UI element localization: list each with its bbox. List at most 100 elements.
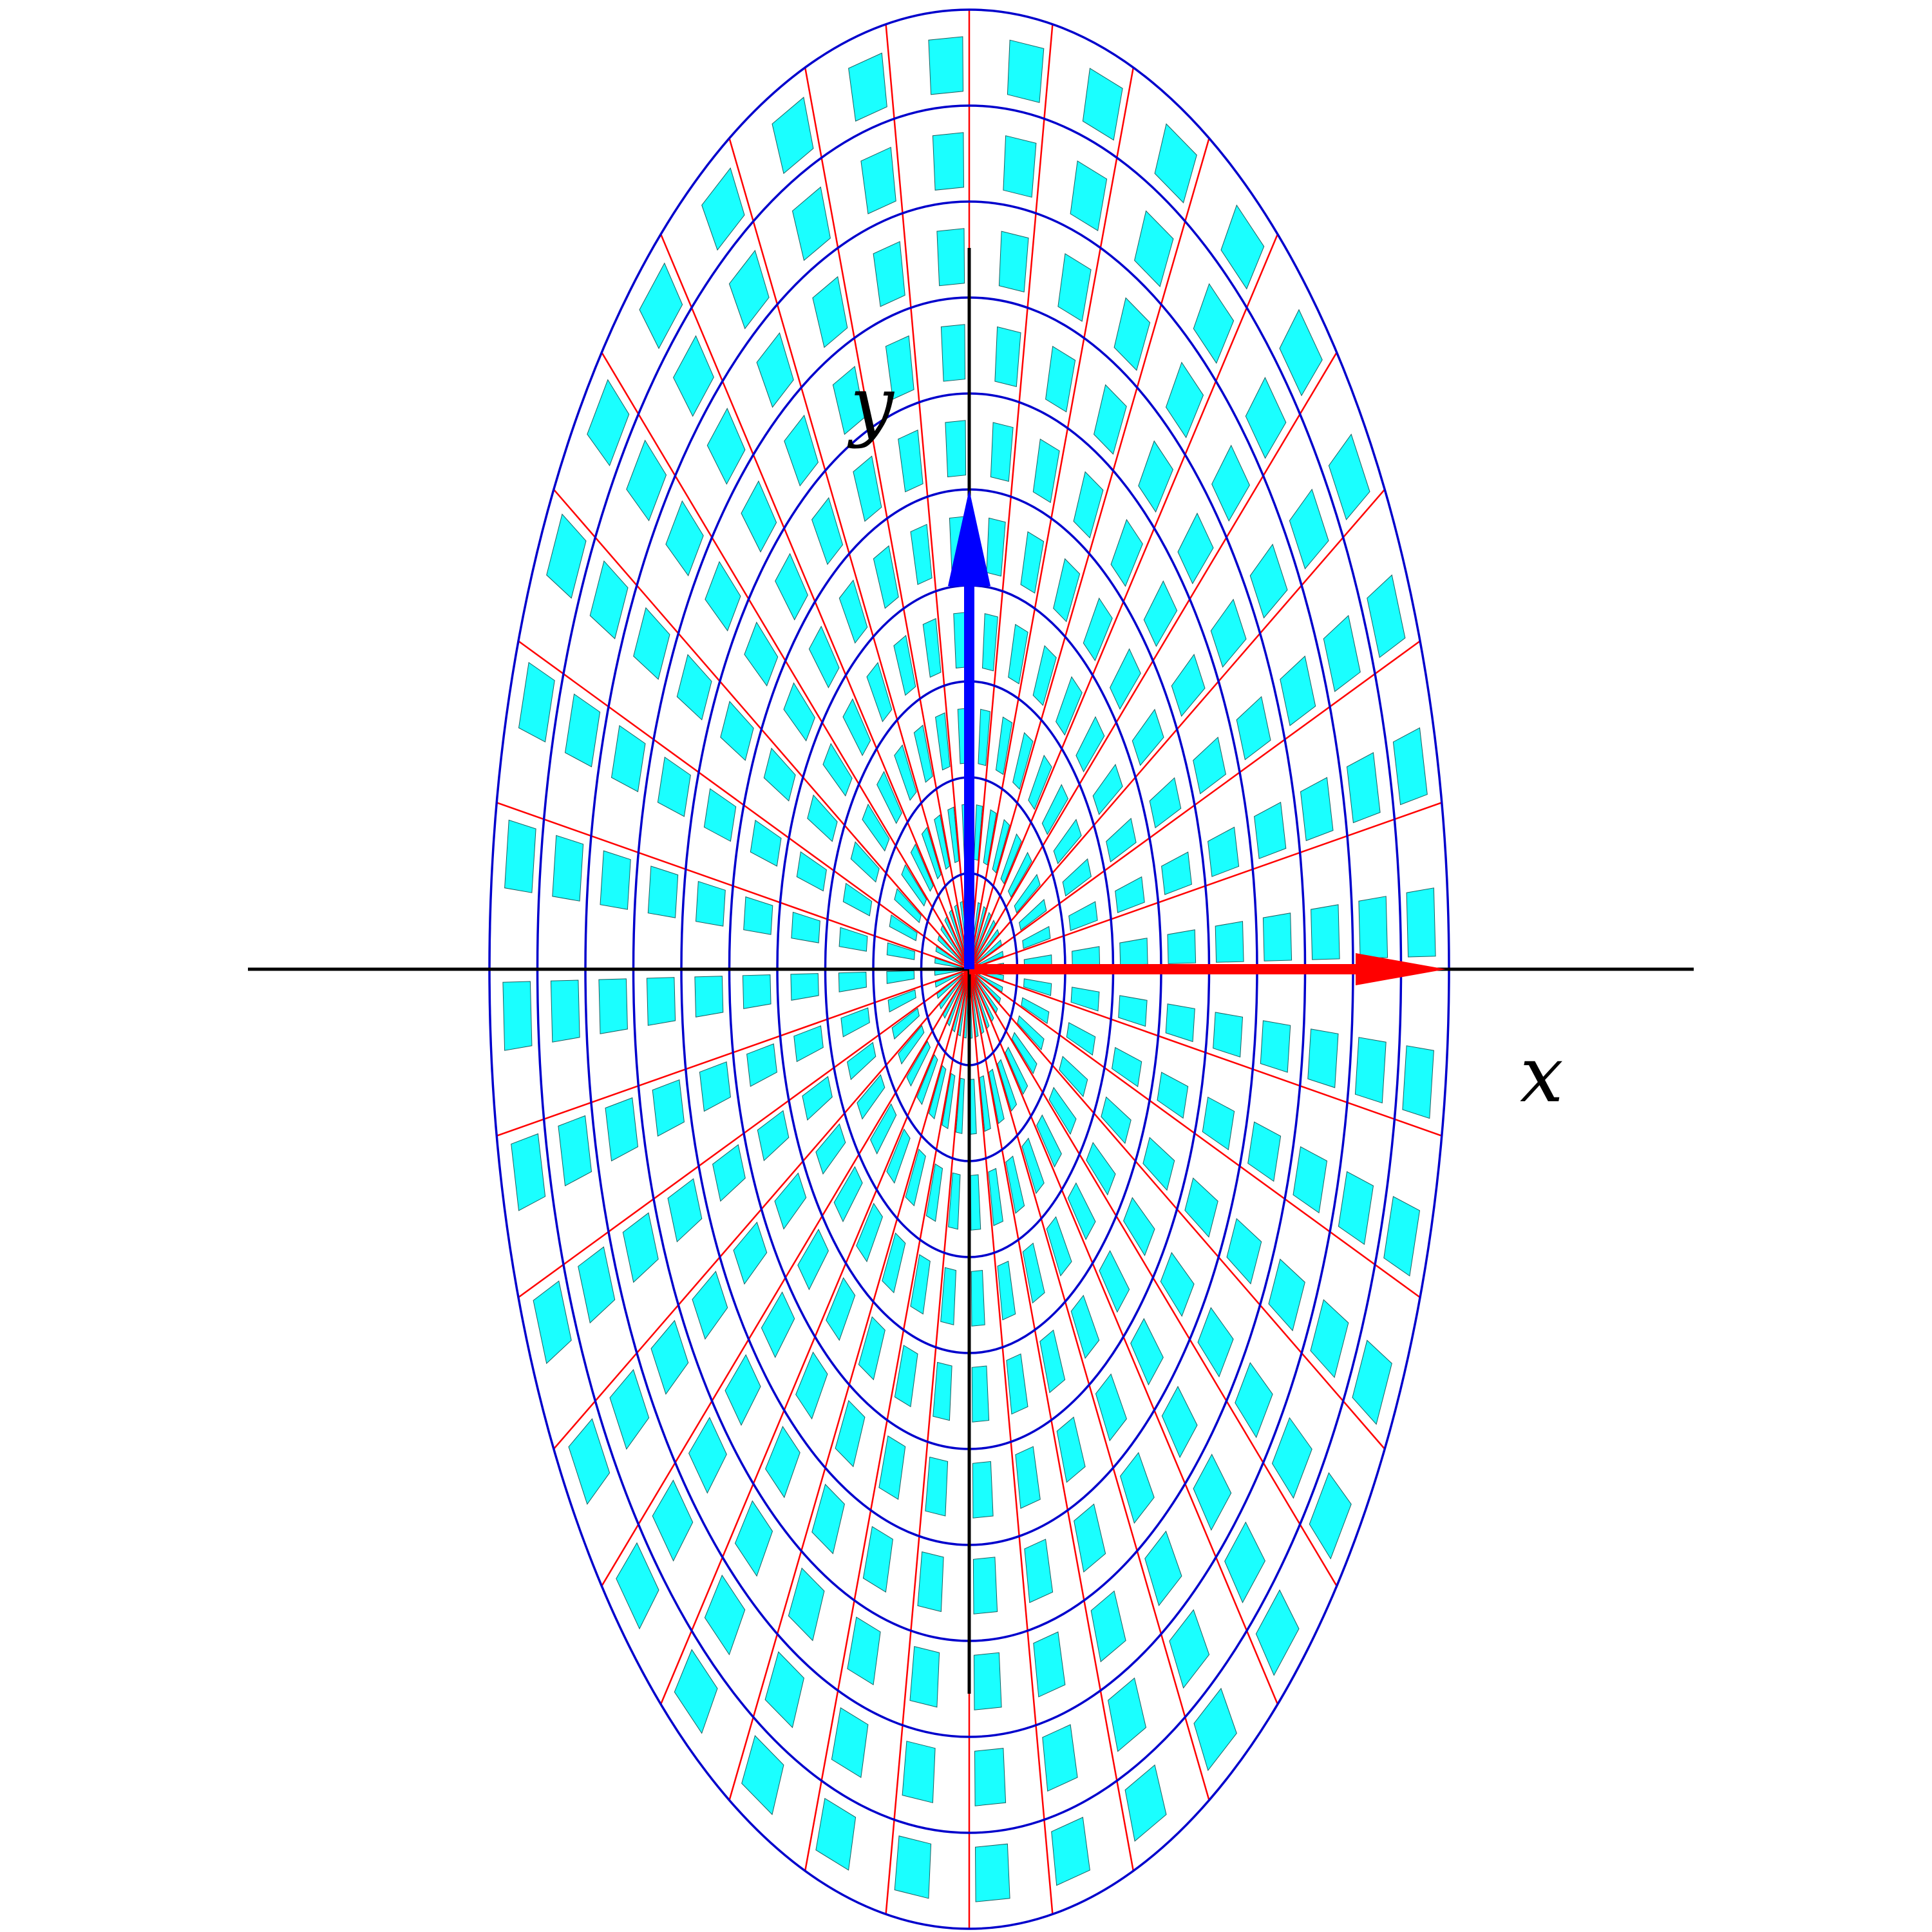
grid-cell	[667, 1178, 703, 1243]
grid-cell	[609, 1368, 650, 1450]
grid-cell	[917, 1551, 944, 1613]
grid-cell	[1154, 123, 1197, 204]
grid-cell	[712, 1144, 746, 1202]
grid-cell	[741, 480, 777, 553]
grid-cell	[970, 1174, 981, 1231]
grid-cell	[1143, 580, 1178, 647]
grid-cell	[1051, 1817, 1090, 1886]
grid-cell	[886, 970, 915, 984]
grid-cell	[1310, 1299, 1349, 1378]
grid-cell	[1161, 851, 1192, 895]
grid-cell	[886, 942, 915, 960]
grid-cell	[692, 1271, 728, 1340]
grid-cell	[1280, 655, 1316, 726]
grid-cell	[1042, 1724, 1078, 1792]
grid-cell	[724, 1354, 761, 1426]
grid-cell	[935, 712, 951, 771]
grid-cell	[969, 1079, 977, 1135]
grid-cell	[665, 500, 704, 576]
grid-cell	[626, 439, 667, 522]
grid-cell	[1099, 1250, 1130, 1313]
grid-cell	[932, 132, 965, 191]
grid-cell	[847, 1041, 876, 1081]
grid-cell	[972, 1557, 998, 1615]
grid-cell	[1006, 1353, 1028, 1415]
grid-cell	[720, 701, 754, 761]
grid-cell	[733, 1221, 768, 1285]
grid-cell	[1346, 752, 1381, 824]
grid-cell	[1149, 777, 1182, 829]
grid-cell	[796, 851, 827, 892]
grid-cell	[866, 661, 893, 723]
grid-cell	[1167, 929, 1197, 964]
grid-cell	[764, 1651, 804, 1728]
grid-cell	[763, 747, 796, 802]
grid-cell	[994, 326, 1021, 388]
grid-cell	[905, 1148, 926, 1207]
grid-cell	[1160, 1252, 1195, 1317]
grid-cell	[1120, 1452, 1155, 1524]
grid-cell	[775, 553, 808, 621]
grid-cell	[646, 977, 676, 1026]
grid-cell	[1112, 1046, 1142, 1088]
grid-cell	[887, 989, 916, 1013]
grid-cell	[756, 332, 794, 408]
grid-cell	[772, 97, 814, 175]
grid-cell	[974, 1843, 1010, 1902]
grid-cell	[1048, 1086, 1077, 1135]
grid-cell	[1014, 873, 1041, 914]
grid-cell	[1165, 361, 1204, 439]
grid-cell	[1142, 1137, 1175, 1191]
grid-cell	[856, 1202, 883, 1263]
grid-cell	[990, 422, 1014, 482]
grid-cell	[1235, 1362, 1273, 1439]
grid-cell	[802, 1075, 833, 1121]
grid-cell	[1300, 777, 1334, 842]
grid-cell	[873, 545, 899, 609]
grid-cell	[633, 607, 670, 680]
grid-cell	[1271, 1417, 1312, 1499]
x-basis-arrow	[969, 953, 1446, 985]
grid-cell	[840, 1007, 870, 1037]
grid-cell	[1092, 764, 1123, 815]
y-basis-arrow	[948, 489, 990, 969]
grid-cell	[910, 1254, 931, 1315]
grid-cell	[973, 804, 983, 861]
grid-cell	[741, 1735, 784, 1815]
grid-cell	[652, 1479, 694, 1562]
grid-cell	[894, 1345, 918, 1408]
x-axis-label: x	[1520, 1030, 1564, 1120]
grid-cell	[891, 1007, 920, 1040]
grid-cell	[974, 1748, 1007, 1806]
grid-cell	[848, 52, 887, 122]
grid-cell	[774, 1172, 807, 1230]
grid-cell	[878, 1435, 906, 1501]
grid-cell	[913, 724, 933, 783]
grid-cell	[857, 1074, 886, 1120]
grid-cell	[1202, 1096, 1235, 1151]
grid-cell	[765, 1426, 800, 1499]
grid-cell	[1197, 1307, 1234, 1378]
grid-cell	[842, 882, 873, 916]
grid-cell	[835, 1399, 866, 1468]
grid-cell	[934, 814, 951, 870]
grid-cell	[1157, 1072, 1189, 1119]
basis-arrows-layer	[948, 489, 1446, 985]
grid-cell	[1041, 784, 1068, 835]
grid-cell	[1124, 1764, 1167, 1842]
grid-cell	[1012, 732, 1034, 790]
grid-cell	[1289, 488, 1329, 570]
grid-cell	[589, 560, 629, 639]
grid-cell	[916, 1054, 938, 1106]
grid-cell	[922, 618, 942, 678]
grid-cell	[910, 843, 934, 892]
grid-cell	[1020, 531, 1045, 594]
grid-cell	[833, 1166, 863, 1223]
grid-cell	[518, 661, 555, 743]
grid-cell	[699, 1061, 731, 1112]
grid-cell	[1110, 518, 1143, 587]
grid-cell	[1070, 1294, 1100, 1359]
grid-cell	[652, 1079, 685, 1137]
grid-cell	[746, 1043, 777, 1087]
grid-cell	[1039, 1329, 1066, 1394]
